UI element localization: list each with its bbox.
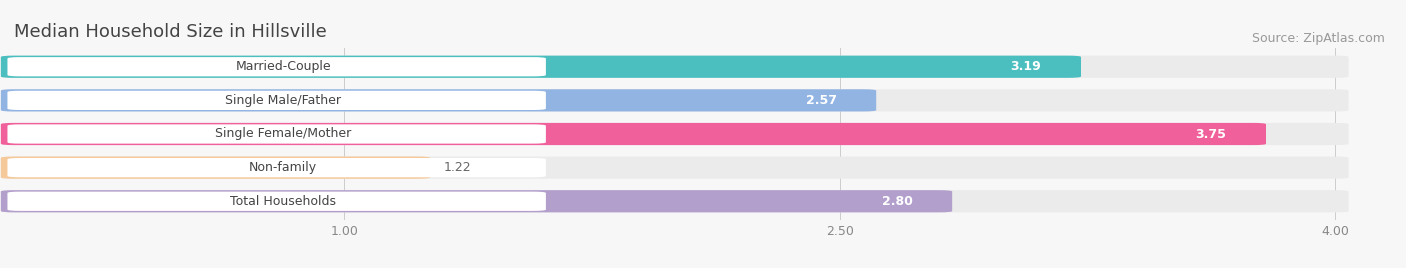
FancyBboxPatch shape — [1, 190, 1348, 212]
FancyBboxPatch shape — [1, 89, 876, 111]
FancyBboxPatch shape — [1, 56, 1081, 78]
FancyBboxPatch shape — [1, 190, 952, 212]
FancyBboxPatch shape — [1, 157, 1348, 179]
Text: 1.22: 1.22 — [443, 161, 471, 174]
Text: Single Female/Mother: Single Female/Mother — [215, 128, 352, 140]
Text: 3.75: 3.75 — [1195, 128, 1226, 140]
FancyBboxPatch shape — [7, 91, 546, 110]
FancyBboxPatch shape — [1, 123, 1348, 145]
Text: Married-Couple: Married-Couple — [235, 60, 330, 73]
Text: Single Male/Father: Single Male/Father — [225, 94, 342, 107]
Text: 3.19: 3.19 — [1011, 60, 1042, 73]
FancyBboxPatch shape — [1, 56, 1348, 78]
FancyBboxPatch shape — [1, 123, 1265, 145]
Text: Source: ZipAtlas.com: Source: ZipAtlas.com — [1251, 32, 1385, 45]
FancyBboxPatch shape — [7, 192, 546, 211]
FancyBboxPatch shape — [7, 124, 546, 144]
FancyBboxPatch shape — [7, 158, 546, 177]
Text: 2.57: 2.57 — [806, 94, 837, 107]
FancyBboxPatch shape — [1, 157, 430, 179]
Text: 2.80: 2.80 — [882, 195, 912, 208]
Text: Total Households: Total Households — [231, 195, 336, 208]
FancyBboxPatch shape — [7, 57, 546, 76]
Text: Non-family: Non-family — [249, 161, 318, 174]
Text: Median Household Size in Hillsville: Median Household Size in Hillsville — [14, 23, 326, 41]
FancyBboxPatch shape — [1, 89, 1348, 111]
